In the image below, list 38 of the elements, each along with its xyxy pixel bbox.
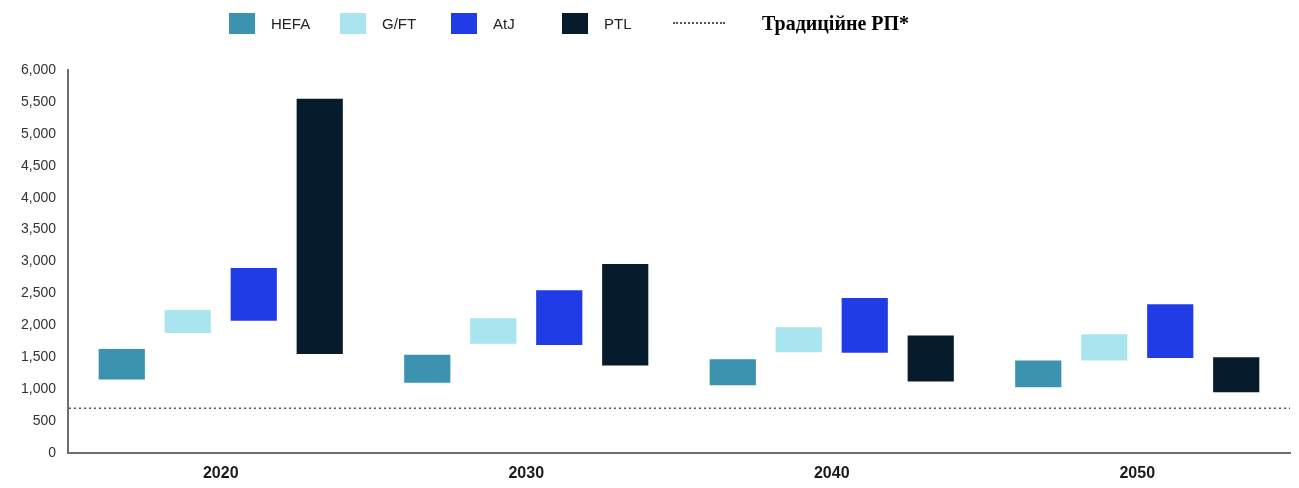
legend-label: HEFA: [271, 14, 311, 32]
y-tick-label: 5,500: [20, 92, 57, 109]
y-tick-label: 2,500: [20, 284, 57, 301]
bar: [1213, 357, 1260, 393]
x-tick-label: 2050: [1119, 464, 1156, 482]
bar: [1081, 334, 1128, 361]
bar: [296, 98, 343, 355]
y-tick-label: 3,500: [20, 220, 57, 237]
y-tick-label: 4,000: [20, 188, 57, 205]
x-tick-label: 2020: [202, 464, 239, 482]
bar: [1147, 304, 1194, 358]
x-tick-label: 2040: [813, 464, 850, 482]
x-tick-label: 2030: [508, 464, 545, 482]
bar: [775, 327, 822, 353]
y-tick-label: 1,500: [20, 348, 57, 365]
legend-label: G/FT: [382, 14, 417, 32]
bar: [841, 297, 888, 353]
y-tick-label: 1,000: [20, 380, 57, 397]
y-tick-label: 4,500: [20, 156, 57, 173]
bar: [404, 354, 451, 383]
bar: [536, 290, 583, 346]
y-tick-label: 0: [48, 443, 57, 460]
legend-label: PTL: [604, 14, 632, 32]
y-tick-label: 500: [32, 411, 57, 428]
legend-label: AtJ: [493, 14, 515, 32]
bar: [230, 267, 277, 321]
bar: [602, 264, 649, 366]
y-tick-label: 5,000: [20, 124, 57, 141]
bar: [164, 310, 211, 333]
bar: [1015, 360, 1062, 388]
y-tick-label: 6,000: [20, 60, 57, 77]
legend-label: Традиційне РП*: [762, 11, 910, 35]
y-tick-label: 3,000: [20, 252, 57, 269]
bar: [907, 335, 954, 382]
bar: [98, 348, 145, 380]
y-tick-label: 2,000: [20, 316, 57, 333]
bar: [709, 359, 756, 386]
bar: [470, 318, 517, 344]
